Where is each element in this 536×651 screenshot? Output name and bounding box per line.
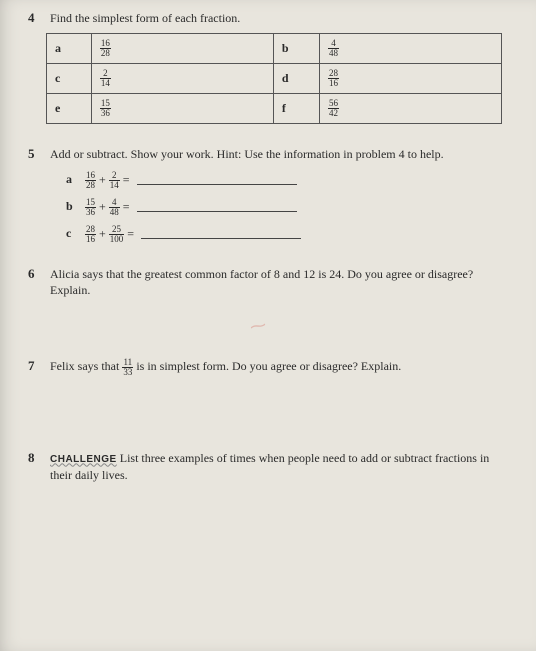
stray-mark-icon: ⁓ bbox=[248, 314, 267, 336]
cell-b-value: 448 bbox=[320, 33, 502, 63]
question-7: 7 Felix says that 1133 is in simplest fo… bbox=[50, 358, 506, 428]
cell-a-label: a bbox=[47, 33, 92, 63]
worksheet-page: 4 Find the simplest form of each fractio… bbox=[0, 0, 536, 651]
q6-number: 6 bbox=[28, 266, 35, 282]
question-4: 4 Find the simplest form of each fractio… bbox=[50, 10, 506, 124]
table-row: c 214 d 2816 bbox=[47, 63, 502, 93]
table-row: e 1536 f 5642 bbox=[47, 93, 502, 123]
cell-c-label: c bbox=[47, 63, 92, 93]
cell-f-label: f bbox=[273, 93, 319, 123]
q8-number: 8 bbox=[28, 450, 35, 466]
question-6: 6 Alicia says that the greatest common f… bbox=[50, 266, 506, 336]
answer-blank[interactable] bbox=[141, 229, 301, 239]
q5-item-c: c 2816 + 25100 = bbox=[66, 225, 506, 244]
cell-d-value: 2816 bbox=[320, 63, 502, 93]
cell-e-value: 1536 bbox=[91, 93, 273, 123]
q6-text: Alicia says that the greatest common fac… bbox=[50, 267, 473, 298]
challenge-label: CHALLENGE bbox=[50, 454, 117, 465]
answer-blank[interactable] bbox=[137, 202, 297, 212]
q7-number: 7 bbox=[28, 358, 35, 374]
q5-number: 5 bbox=[28, 146, 35, 162]
q4-number: 4 bbox=[28, 10, 35, 26]
cell-b-label: b bbox=[273, 33, 319, 63]
answer-blank[interactable] bbox=[137, 175, 297, 185]
q7-text: Felix says that 1133 is in simplest form… bbox=[50, 359, 401, 373]
q5-item-a: a 1628 + 214 = bbox=[66, 171, 506, 190]
cell-a-value: 1628 bbox=[91, 33, 273, 63]
question-8: 8 CHALLENGE List three examples of times… bbox=[50, 450, 506, 484]
q5-text: Add or subtract. Show your work. Hint: U… bbox=[50, 147, 444, 161]
q5-item-b: b 1536 + 448 = bbox=[66, 198, 506, 217]
question-5: 5 Add or subtract. Show your work. Hint:… bbox=[50, 146, 506, 244]
cell-d-label: d bbox=[273, 63, 319, 93]
cell-e-label: e bbox=[47, 93, 92, 123]
q4-table: a 1628 b 448 c 214 d 2816 e 1536 f 5642 bbox=[46, 33, 502, 124]
cell-f-value: 5642 bbox=[320, 93, 502, 123]
q8-text: CHALLENGE List three examples of times w… bbox=[50, 451, 489, 482]
cell-c-value: 214 bbox=[91, 63, 273, 93]
table-row: a 1628 b 448 bbox=[47, 33, 502, 63]
q4-text: Find the simplest form of each fraction. bbox=[50, 11, 240, 25]
